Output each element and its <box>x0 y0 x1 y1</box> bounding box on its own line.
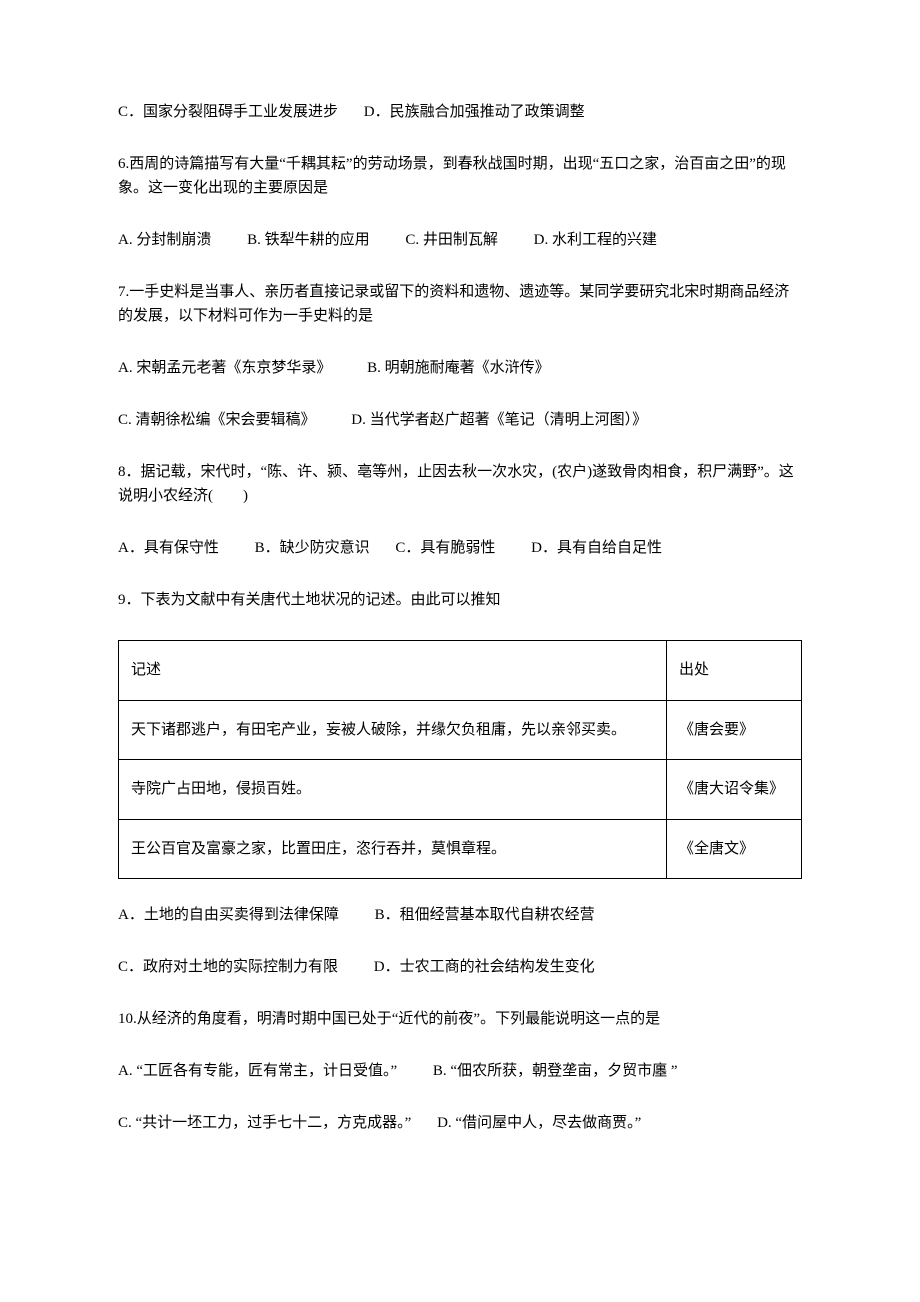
q9-option-b: B．租佃经营基本取代自耕农经营 <box>375 907 595 923</box>
q6-option-c: C. 井田制瓦解 <box>405 232 498 248</box>
q9-stem: 9．下表为文献中有关唐代土地状况的记述。由此可以推知 <box>118 588 802 612</box>
table-cell-src: 《唐大诏令集》 <box>667 760 802 820</box>
q7-options-ab: A. 宋朝孟元老著《东京梦华录》 B. 明朝施耐庵著《水浒传》 <box>118 356 802 380</box>
q10-stem: 10.从经济的角度看，明清时期中国已处于“近代的前夜”。下列最能说明这一点的是 <box>118 1007 802 1031</box>
table-cell-src: 《唐会要》 <box>667 700 802 760</box>
table-header-desc: 记述 <box>119 641 667 701</box>
q10-options-cd: C. “共计一坯工力，过手七十二，方克成器。” D. “借问屋中人，尽去做商贾。… <box>118 1111 802 1135</box>
table-cell-desc: 天下诸郡逃户，有田宅产业，妄被人破除，并缘欠负租庸，先以亲邻买卖。 <box>119 700 667 760</box>
q7-option-a: A. 宋朝孟元老著《东京梦华录》 <box>118 360 331 376</box>
q5-option-c: C．国家分裂阻碍手工业发展进步 <box>118 104 338 120</box>
q8-option-b: B．缺少防灾意识 <box>255 540 370 556</box>
q6-stem: 6.西周的诗篇描写有大量“千耦其耘”的劳动场景，到春秋战国时期，出现“五口之家，… <box>118 152 802 200</box>
q6-options: A. 分封制崩溃 B. 铁犁牛耕的应用 C. 井田制瓦解 D. 水利工程的兴建 <box>118 228 802 252</box>
table-cell-desc: 寺院广占田地，侵损百姓。 <box>119 760 667 820</box>
table-cell-desc: 王公百官及富豪之家，比置田庄，恣行吞并，莫惧章程。 <box>119 819 667 879</box>
q10-option-a: A. “工匠各有专能，匠有常主，计日受值。” <box>118 1063 397 1079</box>
q10-options-ab: A. “工匠各有专能，匠有常主，计日受值。” B. “佃农所获，朝登垄亩，夕贸市… <box>118 1059 802 1083</box>
q9-option-c: C．政府对土地的实际控制力有限 <box>118 959 338 975</box>
q5-options-cd: C．国家分裂阻碍手工业发展进步 D．民族融合加强推动了政策调整 <box>118 100 802 124</box>
table-header-row: 记述 出处 <box>119 641 802 701</box>
q7-options-cd: C. 清朝徐松编《宋会要辑稿》 D. 当代学者赵广超著《笔记（清明上河图）》 <box>118 408 802 432</box>
table-cell-src: 《全唐文》 <box>667 819 802 879</box>
q9-option-d: D．士农工商的社会结构发生变化 <box>374 959 595 975</box>
document-page: C．国家分裂阻碍手工业发展进步 D．民族融合加强推动了政策调整 6.西周的诗篇描… <box>0 0 920 1243</box>
q8-option-a: A．具有保守性 <box>118 540 219 556</box>
q8-stem: 8．据记载，宋代时，“陈、许、颍、亳等州，止因去秋一次水灾，(农户)遂致骨肉相食… <box>118 460 802 508</box>
table-row: 寺院广占田地，侵损百姓。 《唐大诏令集》 <box>119 760 802 820</box>
q9-option-a: A．土地的自由买卖得到法律保障 <box>118 907 339 923</box>
q6-option-a: A. 分封制崩溃 <box>118 232 211 248</box>
table-row: 天下诸郡逃户，有田宅产业，妄被人破除，并缘欠负租庸，先以亲邻买卖。 《唐会要》 <box>119 700 802 760</box>
q10-option-d: D. “借问屋中人，尽去做商贾。” <box>437 1115 641 1131</box>
q9-options-ab: A．土地的自由买卖得到法律保障 B．租佃经营基本取代自耕农经营 <box>118 903 802 927</box>
q9-options-cd: C．政府对土地的实际控制力有限 D．士农工商的社会结构发生变化 <box>118 955 802 979</box>
table-header-src: 出处 <box>667 641 802 701</box>
q8-options: A．具有保守性 B．缺少防灾意识 C．具有脆弱性 D．具有自给自足性 <box>118 536 802 560</box>
q7-option-b: B. 明朝施耐庵著《水浒传》 <box>367 360 550 376</box>
q9-table: 记述 出处 天下诸郡逃户，有田宅产业，妄被人破除，并缘欠负租庸，先以亲邻买卖。 … <box>118 640 802 879</box>
q10-option-c: C. “共计一坯工力，过手七十二，方克成器。” <box>118 1115 411 1131</box>
q7-stem: 7.一手史料是当事人、亲历者直接记录或留下的资料和遗物、遗迹等。某同学要研究北宋… <box>118 280 802 328</box>
q8-option-d: D．具有自给自足性 <box>531 540 662 556</box>
q6-option-d: D. 水利工程的兴建 <box>534 232 657 248</box>
q6-option-b: B. 铁犁牛耕的应用 <box>247 232 370 248</box>
q10-option-b: B. “佃农所获，朝登垄亩，夕贸市廛 ” <box>433 1063 678 1079</box>
q7-option-c: C. 清朝徐松编《宋会要辑稿》 <box>118 412 316 428</box>
q5-option-d: D．民族融合加强推动了政策调整 <box>364 104 585 120</box>
q7-option-d: D. 当代学者赵广超著《笔记（清明上河图）》 <box>351 412 647 428</box>
q8-option-c: C．具有脆弱性 <box>395 540 495 556</box>
table-row: 王公百官及富豪之家，比置田庄，恣行吞并，莫惧章程。 《全唐文》 <box>119 819 802 879</box>
